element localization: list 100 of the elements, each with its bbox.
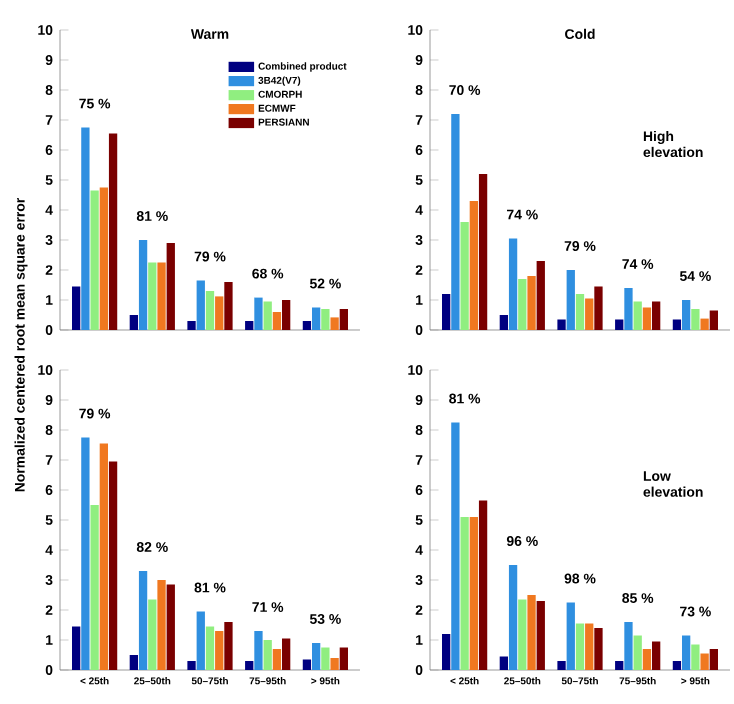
bar [205, 626, 215, 670]
bar [575, 623, 585, 670]
bar [451, 113, 460, 330]
bar [254, 631, 263, 670]
bar [709, 310, 718, 330]
bar [527, 275, 536, 330]
bar [566, 269, 575, 330]
bar [282, 638, 291, 670]
bar [157, 580, 166, 670]
bar [108, 133, 118, 330]
bar [245, 661, 254, 670]
bar [536, 601, 545, 670]
bar [187, 320, 196, 330]
bar [187, 661, 196, 670]
bar [72, 626, 81, 670]
bar [166, 242, 175, 330]
bar [330, 317, 339, 330]
bar [615, 319, 624, 330]
bar [312, 643, 321, 670]
bar [642, 649, 652, 670]
bar [575, 293, 585, 330]
bar [672, 661, 682, 670]
bar [652, 301, 661, 330]
bar [508, 565, 518, 670]
bar [215, 631, 224, 670]
bar [157, 262, 166, 330]
bar [99, 187, 108, 330]
bar [81, 437, 90, 670]
bar [508, 238, 518, 330]
bar [652, 641, 661, 670]
bar [499, 314, 508, 330]
bar [166, 584, 175, 670]
bar [90, 190, 99, 330]
bar [90, 505, 99, 670]
bar [527, 595, 536, 670]
bar [138, 239, 148, 330]
bar [594, 628, 603, 670]
bar [478, 500, 488, 670]
bar [624, 622, 633, 670]
bar [302, 659, 312, 670]
bar [469, 200, 478, 330]
bar [224, 622, 233, 670]
bar [321, 308, 330, 330]
bar [148, 599, 157, 670]
bar [72, 286, 81, 330]
bar [138, 571, 148, 670]
bar [536, 260, 545, 330]
bar [585, 298, 594, 330]
bar [108, 461, 118, 670]
bar [272, 311, 282, 330]
bar [205, 290, 215, 330]
bar [682, 635, 691, 670]
bar [691, 308, 700, 330]
bar [633, 301, 642, 330]
bar [518, 599, 527, 670]
bar [518, 278, 527, 330]
bar [557, 661, 566, 670]
bar [469, 517, 478, 670]
bar [709, 649, 718, 670]
bar [585, 623, 594, 670]
bar [129, 314, 138, 330]
bar [196, 280, 205, 330]
bar [81, 127, 90, 330]
bar [330, 658, 339, 670]
bar [339, 308, 348, 330]
bar [148, 262, 157, 330]
bar [245, 320, 254, 330]
bar [282, 299, 291, 330]
bar [263, 640, 272, 670]
bar [451, 422, 460, 670]
bar [460, 221, 469, 330]
bar [460, 517, 469, 670]
bar [254, 297, 263, 330]
bar [224, 281, 233, 330]
bar [642, 307, 652, 330]
bar [691, 644, 700, 670]
bar [499, 656, 508, 670]
bar [302, 320, 312, 330]
bar [442, 293, 451, 330]
bar [594, 286, 603, 330]
bar [196, 611, 205, 670]
bar [272, 649, 282, 670]
bar [442, 634, 451, 670]
bar [672, 319, 682, 330]
bar [566, 602, 575, 670]
bar [682, 299, 691, 330]
bar [339, 647, 348, 670]
bar [215, 296, 224, 330]
bar [478, 173, 488, 330]
bar [129, 655, 138, 670]
bar [700, 653, 709, 670]
bar [312, 307, 321, 330]
bar [700, 318, 709, 330]
bar [557, 319, 566, 330]
bar [321, 647, 330, 670]
bar [615, 661, 624, 670]
bar [99, 443, 108, 670]
bar [624, 287, 633, 330]
bar [263, 301, 272, 330]
bar [633, 635, 642, 670]
